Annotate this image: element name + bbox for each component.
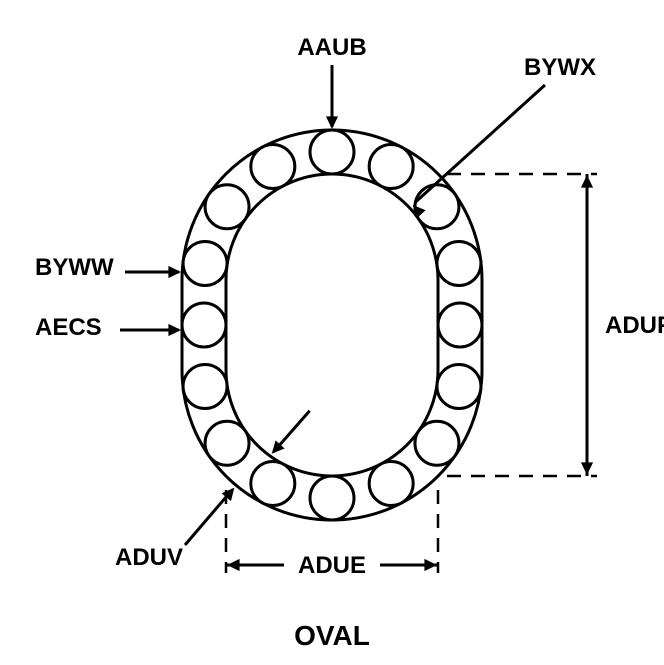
svg-text:OVAL: OVAL bbox=[294, 620, 370, 651]
svg-text:BYWX: BYWX bbox=[524, 54, 596, 81]
svg-text:AAUB: AAUB bbox=[297, 34, 366, 61]
svg-text:ADUF: ADUF bbox=[605, 312, 664, 339]
svg-text:ADUV: ADUV bbox=[115, 544, 183, 571]
svg-text:ADUE: ADUE bbox=[298, 552, 366, 579]
svg-text:AECS: AECS bbox=[35, 314, 102, 341]
svg-text:BYWW: BYWW bbox=[35, 254, 114, 281]
oval-diagram: AAUB BYWX BYWW AECS ADUV ADUE ADUF OVAL bbox=[0, 0, 664, 665]
